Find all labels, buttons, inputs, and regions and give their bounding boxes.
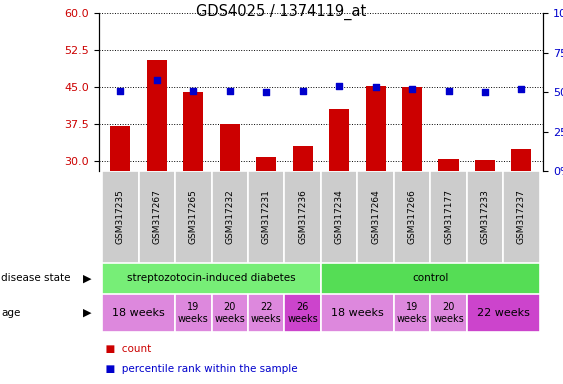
Text: ■  percentile rank within the sample: ■ percentile rank within the sample: [99, 364, 297, 374]
Point: [262, 89, 271, 95]
Point: [153, 76, 162, 83]
Bar: [284, 294, 321, 332]
Text: disease state: disease state: [1, 273, 70, 283]
Text: GSM317264: GSM317264: [371, 190, 380, 244]
Bar: [248, 171, 284, 263]
Bar: [102, 263, 321, 294]
Bar: [212, 171, 248, 263]
Text: age: age: [1, 308, 20, 318]
Bar: [321, 263, 540, 294]
Bar: [467, 294, 540, 332]
Text: GDS4025 / 1374119_at: GDS4025 / 1374119_at: [196, 4, 367, 20]
Text: ▶: ▶: [83, 308, 92, 318]
Bar: [321, 294, 394, 332]
Point: [225, 88, 234, 94]
Bar: [394, 294, 430, 332]
Bar: [321, 171, 358, 263]
Text: 18 weeks: 18 weeks: [112, 308, 165, 318]
Bar: [184, 92, 203, 171]
Text: GSM317267: GSM317267: [153, 190, 162, 244]
Text: ▶: ▶: [83, 273, 92, 283]
Text: GSM317265: GSM317265: [189, 190, 198, 244]
Bar: [503, 171, 540, 263]
Text: GSM317233: GSM317233: [480, 190, 489, 244]
Bar: [439, 159, 458, 171]
Bar: [394, 171, 430, 263]
Text: 20
weeks: 20 weeks: [215, 302, 245, 324]
Text: 19
weeks: 19 weeks: [397, 302, 427, 324]
Bar: [402, 87, 422, 171]
Bar: [102, 294, 175, 332]
Text: 22 weeks: 22 weeks: [477, 308, 530, 318]
Point: [298, 88, 307, 94]
Bar: [358, 171, 394, 263]
Point: [371, 84, 380, 91]
Bar: [256, 157, 276, 171]
Bar: [430, 294, 467, 332]
Bar: [467, 171, 503, 263]
Bar: [175, 294, 212, 332]
Text: GSM317236: GSM317236: [298, 190, 307, 244]
Text: 19
weeks: 19 weeks: [178, 302, 209, 324]
Text: GSM317266: GSM317266: [408, 190, 417, 244]
Bar: [138, 171, 175, 263]
Point: [480, 89, 489, 95]
Bar: [329, 109, 349, 171]
Point: [408, 86, 417, 92]
Bar: [284, 171, 321, 263]
Bar: [175, 171, 212, 263]
Text: 26
weeks: 26 weeks: [287, 302, 318, 324]
Text: control: control: [412, 273, 449, 283]
Text: GSM317231: GSM317231: [262, 190, 271, 244]
Point: [517, 86, 526, 92]
Point: [189, 88, 198, 94]
Text: GSM317177: GSM317177: [444, 189, 453, 245]
Point: [444, 88, 453, 94]
Bar: [110, 126, 131, 171]
Bar: [475, 160, 495, 171]
Text: 18 weeks: 18 weeks: [331, 308, 384, 318]
Bar: [147, 60, 167, 171]
Text: GSM317234: GSM317234: [334, 190, 343, 244]
Text: ■  count: ■ count: [99, 344, 151, 354]
Bar: [220, 124, 240, 171]
Text: GSM317235: GSM317235: [116, 190, 125, 244]
Text: streptozotocin-induced diabetes: streptozotocin-induced diabetes: [127, 273, 296, 283]
Bar: [293, 146, 312, 171]
Bar: [212, 294, 248, 332]
Bar: [248, 294, 284, 332]
Bar: [511, 149, 531, 171]
Text: 22
weeks: 22 weeks: [251, 302, 282, 324]
Bar: [102, 171, 138, 263]
Point: [116, 88, 125, 94]
Text: GSM317232: GSM317232: [225, 190, 234, 244]
Point: [334, 83, 343, 89]
Bar: [365, 86, 386, 171]
Bar: [430, 171, 467, 263]
Text: 20
weeks: 20 weeks: [433, 302, 464, 324]
Text: GSM317237: GSM317237: [517, 190, 526, 244]
